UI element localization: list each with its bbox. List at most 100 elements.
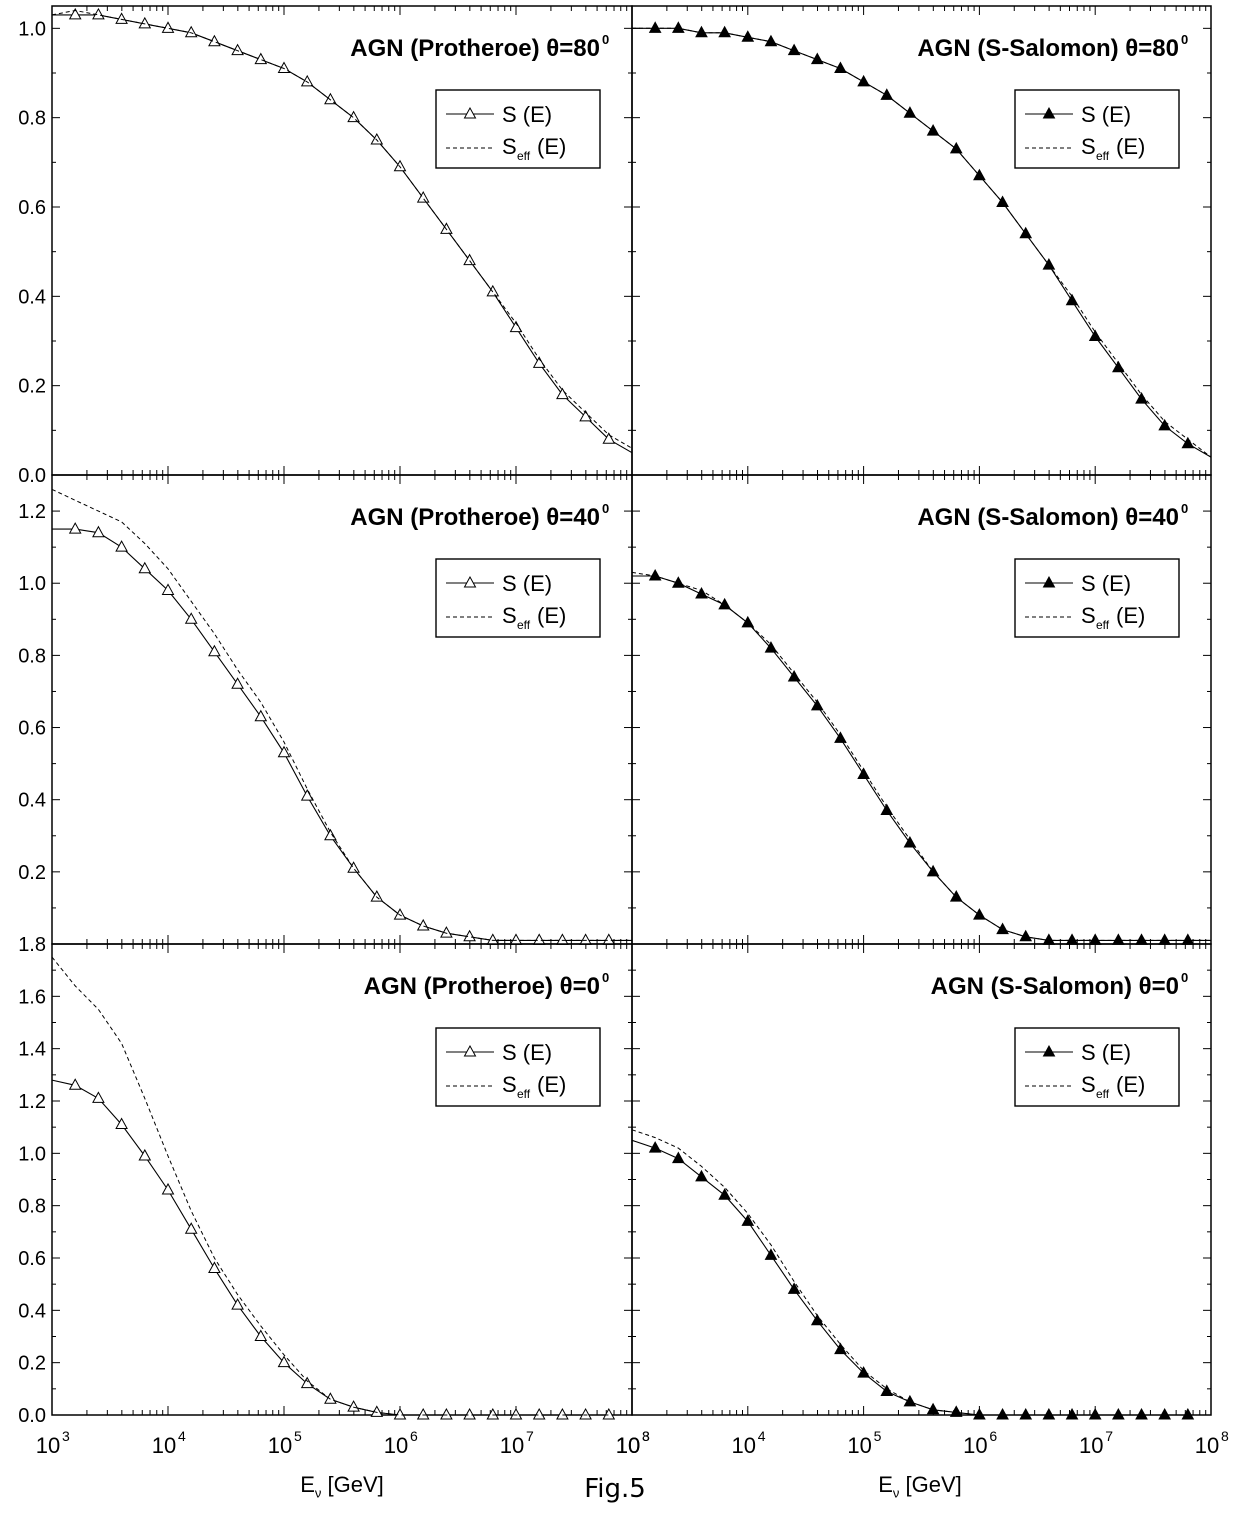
data-point-marker — [926, 124, 940, 136]
y-tick-label: 1.0 — [18, 1143, 46, 1165]
panel-middle-right: AGN (S-Salomon) θ=40 0 S (E) S eff (E) — [631, 474, 1212, 945]
data-point-marker — [648, 568, 662, 581]
x-tick-label-exponent: 5 — [294, 1428, 302, 1444]
data-point-marker — [648, 1141, 662, 1153]
data-point-marker — [161, 583, 175, 595]
data-point-marker — [277, 745, 291, 758]
x-tick-label: 10 — [268, 1433, 292, 1458]
x-tick-label-exponent: 4 — [758, 1428, 766, 1444]
data-point-marker — [741, 1214, 755, 1226]
data-point-marker — [926, 864, 940, 877]
data-point-marker — [115, 12, 128, 24]
panel-title: AGN (Protheroe) θ=0 — [364, 973, 600, 1000]
data-point-marker — [1112, 1407, 1125, 1420]
x-tick-label: 10 — [732, 1433, 756, 1458]
panel-top-right: AGN (S-Salomon) θ=80 0 S (E) S eff (E) — [631, 5, 1212, 476]
y-tick-label: 0.0 — [18, 465, 46, 487]
data-point-marker — [556, 387, 569, 400]
legend-label-seff-sub: eff — [517, 1087, 531, 1101]
data-point-marker — [787, 1282, 801, 1294]
panel-bottom-left: 0.0 0.2 0.4 0.6 0.8 1.0 1.2 1.4 1.6 1.8 AGN (Proth… — [18, 934, 633, 1427]
data-point-marker — [1019, 1407, 1033, 1420]
legend: S (E) S eff (E) — [435, 558, 601, 638]
data-point-marker — [300, 74, 314, 87]
y-tick-label: 0.4 — [18, 1300, 46, 1322]
data-point-marker — [556, 933, 569, 945]
x-axis-label-unit: [GeV] — [905, 1472, 962, 1497]
data-point-marker — [463, 929, 476, 942]
data-point-marker — [880, 88, 894, 100]
data-point-marker — [695, 25, 708, 38]
x-tick-label: 10 — [1079, 1433, 1103, 1458]
y-tick-label: 0.6 — [18, 197, 46, 219]
data-point-marker — [370, 132, 384, 145]
panel-title-degree: 0 — [602, 501, 609, 516]
data-point-marker — [602, 933, 616, 945]
data-point-marker — [1088, 933, 1102, 945]
data-point-marker — [115, 540, 128, 552]
legend-label-seff: S — [502, 603, 517, 628]
legend: S (E) S eff (E) — [435, 1027, 601, 1107]
y-tick-label: 0.0 — [18, 1405, 46, 1427]
panel-title: AGN (Protheroe) θ=40 — [350, 504, 600, 531]
series-line-s — [51, 1079, 632, 1416]
data-point-marker — [579, 1407, 592, 1420]
panel-title-degree: 0 — [1181, 32, 1188, 47]
x-tick-label-exponent: 3 — [642, 1428, 650, 1444]
x-tick-label: 10 — [847, 1433, 871, 1458]
data-point-marker — [810, 1313, 824, 1326]
data-point-marker — [115, 1117, 128, 1130]
x-tick-label: 10 — [36, 1433, 60, 1458]
series-line-seff — [632, 27, 1212, 458]
legend-marker — [463, 575, 477, 588]
y-tick-label: 0.8 — [18, 108, 46, 130]
data-point-marker — [1019, 929, 1033, 942]
y-tick-label: 0.8 — [18, 1196, 46, 1218]
y-tick-label: 0.2 — [18, 862, 46, 884]
x-tick-label: 10 — [616, 1433, 640, 1458]
data-point-marker — [1181, 1407, 1195, 1420]
legend-label-s: S (E) — [1081, 1040, 1131, 1065]
data-point-marker — [996, 922, 1009, 935]
x-axis-label-right: Eν [GeV] — [820, 1472, 1020, 1500]
data-point-marker — [1135, 1407, 1148, 1420]
data-point-marker — [277, 1355, 291, 1368]
series-line-seff — [631, 1129, 1211, 1416]
data-point-marker — [903, 835, 917, 848]
y-tick-label: 0.6 — [18, 718, 46, 740]
data-point-marker — [718, 1188, 731, 1200]
y-tick-label: 1.0 — [18, 18, 46, 40]
x-tick-label: 10 — [152, 1433, 176, 1458]
data-point-marker — [347, 861, 360, 873]
legend-box — [435, 558, 601, 638]
legend-label-seff: S — [1081, 603, 1096, 628]
legend-marker — [1042, 1044, 1056, 1057]
panel-frame — [51, 474, 633, 945]
data-point-marker — [1181, 933, 1195, 945]
data-point-marker — [810, 52, 824, 65]
data-point-marker — [68, 1078, 82, 1090]
data-point-marker — [973, 1407, 986, 1420]
data-point-marker — [1042, 1407, 1056, 1420]
x-axis-label-sub: ν — [314, 1485, 322, 1501]
panel-frame — [631, 474, 1212, 945]
x-tick-label-exponent: 7 — [526, 1428, 534, 1444]
y-tick-label: 1.6 — [18, 986, 46, 1008]
legend: S (E) S eff (E) — [1014, 89, 1180, 169]
data-point-marker — [834, 1342, 847, 1355]
series-line-s — [52, 14, 633, 454]
legend-label-seff-tail: (E) — [1116, 603, 1145, 628]
data-point-marker — [695, 1169, 708, 1182]
legend-label-seff-sub: eff — [517, 149, 531, 163]
panel-title: AGN (S-Salomon) θ=0 — [931, 973, 1179, 1000]
data-point-marker — [764, 641, 778, 653]
legend-label-s: S (E) — [502, 1040, 552, 1065]
data-point-marker — [949, 1405, 963, 1417]
data-point-marker — [973, 168, 986, 181]
x-tick-label: 10 — [384, 1433, 408, 1458]
data-point-marker — [903, 106, 917, 118]
data-point-marker — [254, 1329, 268, 1341]
legend: S (E) S eff (E) — [1014, 558, 1180, 638]
panel-title-degree: 0 — [602, 970, 609, 985]
